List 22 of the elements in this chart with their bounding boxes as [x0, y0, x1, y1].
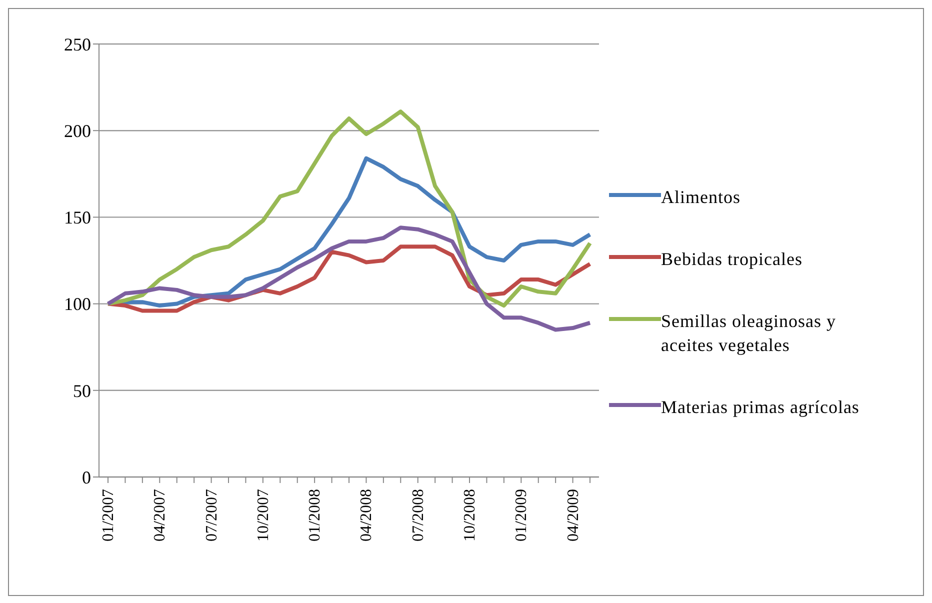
- legend-label: Alimentos: [661, 186, 740, 209]
- legend-label: Materias primas agrícolas: [661, 396, 860, 419]
- x-tick-label: 01/2007: [100, 489, 117, 542]
- x-tick-label: 04/2009: [564, 489, 582, 542]
- line-series: [106, 110, 592, 308]
- x-tick-label: 04/2007: [152, 489, 169, 542]
- line-series: [106, 226, 592, 332]
- y-tick-label: 150: [64, 208, 91, 228]
- legend-label: Semillas oleaginosas y aceites vegetales: [661, 310, 837, 357]
- y-tick-label: 250: [64, 34, 91, 54]
- y-tick-label: 100: [64, 294, 91, 314]
- x-tick-label: 10/2008: [462, 489, 478, 542]
- legend-label: Bebidas tropicales: [661, 248, 802, 271]
- x-tick-label: 07/2008: [410, 489, 427, 542]
- y-tick-label: 50: [73, 380, 91, 401]
- y-tick-label: 200: [64, 120, 91, 141]
- x-tick-label: 07/2007: [203, 489, 220, 542]
- x-tick-label: 10/2007: [254, 489, 272, 542]
- x-tick-label: 01/2008: [306, 489, 324, 542]
- x-tick-label: 04/2008: [358, 489, 376, 542]
- x-tick-label: 01/2009: [513, 489, 530, 542]
- y-tick-label: 0: [82, 467, 91, 488]
